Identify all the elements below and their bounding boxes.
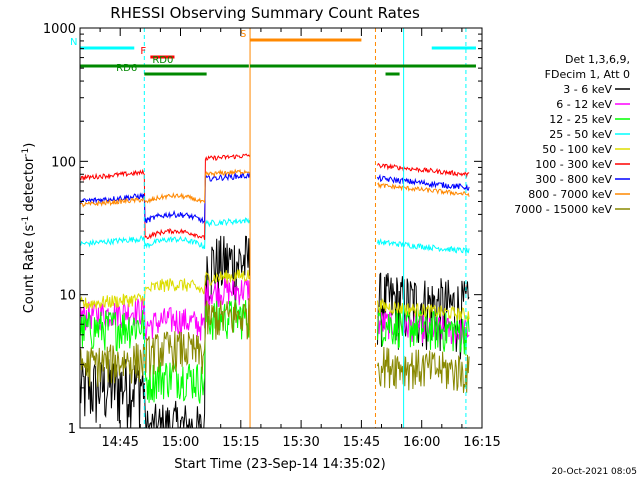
flag-label-0: N (70, 37, 77, 48)
flag-label-1: S (240, 29, 246, 40)
y-label-part-3: ) (22, 143, 37, 148)
legend-entry-5: 100 - 300 keV (535, 158, 612, 171)
legend-entry-8: 7000 - 15000 keV (514, 203, 612, 216)
legend-entry-1: 6 - 12 keV (556, 98, 612, 111)
y-tick-label-3: 1000 (43, 22, 76, 37)
y-tick-label-1: 10 (59, 289, 76, 304)
y-label-part-1: Count Rate (s (22, 225, 37, 314)
plot-area (79, 28, 470, 430)
x-tick-label-0: 14:45 (101, 435, 138, 450)
x-axis-label: Start Time (23-Sep-14 14:35:02) (174, 457, 385, 472)
x-tick-label-3: 15:30 (282, 435, 319, 450)
legend-header-1: FDecim 1, Att 0 (545, 68, 630, 81)
x-tick-label-1: 15:00 (162, 435, 199, 450)
legend: Det 1,3,6,9, FDecim 1, Att 0 3 - 6 keV 6 - … (514, 53, 630, 216)
series-line-2 (79, 299, 470, 404)
series-line-6 (79, 172, 470, 225)
legend-entry-2: 12 - 25 keV (549, 113, 612, 126)
legend-entry-3: 25 - 50 keV (549, 128, 612, 141)
legend-entry-6: 300 - 800 keV (535, 173, 612, 186)
x-tick-label-6: 16:15 (463, 435, 500, 450)
series-line-8 (79, 298, 470, 393)
legend-entry-7: 800 - 7000 keV (528, 188, 612, 201)
flag-bars: N S F RD0 RD6 (70, 29, 476, 76)
legend-entry-4: 50 - 100 keV (542, 143, 612, 156)
flag-label-3: RD0 (152, 55, 173, 66)
flag-label-2: F (140, 46, 146, 57)
x-tick-label-5: 16:00 (403, 435, 440, 450)
y-tick-label-0: 1 (68, 422, 76, 437)
series-line-3 (79, 217, 470, 254)
y-tick-label-2: 100 (51, 155, 76, 170)
legend-header-0: Det 1,3,6,9, (565, 53, 630, 66)
legend-entry-0: 3 - 6 keV (563, 83, 612, 96)
x-tick-label-4: 15:45 (343, 435, 380, 450)
y-axis-label: Count Rate (s-1 detector-1) (21, 143, 37, 314)
series-line-4 (79, 269, 470, 322)
axes: 14:45 15:00 15:15 15:30 15:45 16:00 16:15 1 10 10… (43, 22, 501, 450)
x-tick-label-2: 15:15 (222, 435, 259, 450)
y-label-sup-1: -1 (21, 216, 31, 225)
series-line-5 (79, 153, 470, 241)
y-label-sup-2: -1 (21, 148, 31, 157)
y-label-part-2: detector (22, 156, 37, 216)
chart-title: RHESSI Observing Summary Count Rates (110, 4, 420, 22)
footer-timestamp: 20-Oct-2021 08:05 (552, 467, 637, 477)
flag-label-4: RD6 (116, 63, 137, 74)
series-line-7 (79, 168, 470, 208)
